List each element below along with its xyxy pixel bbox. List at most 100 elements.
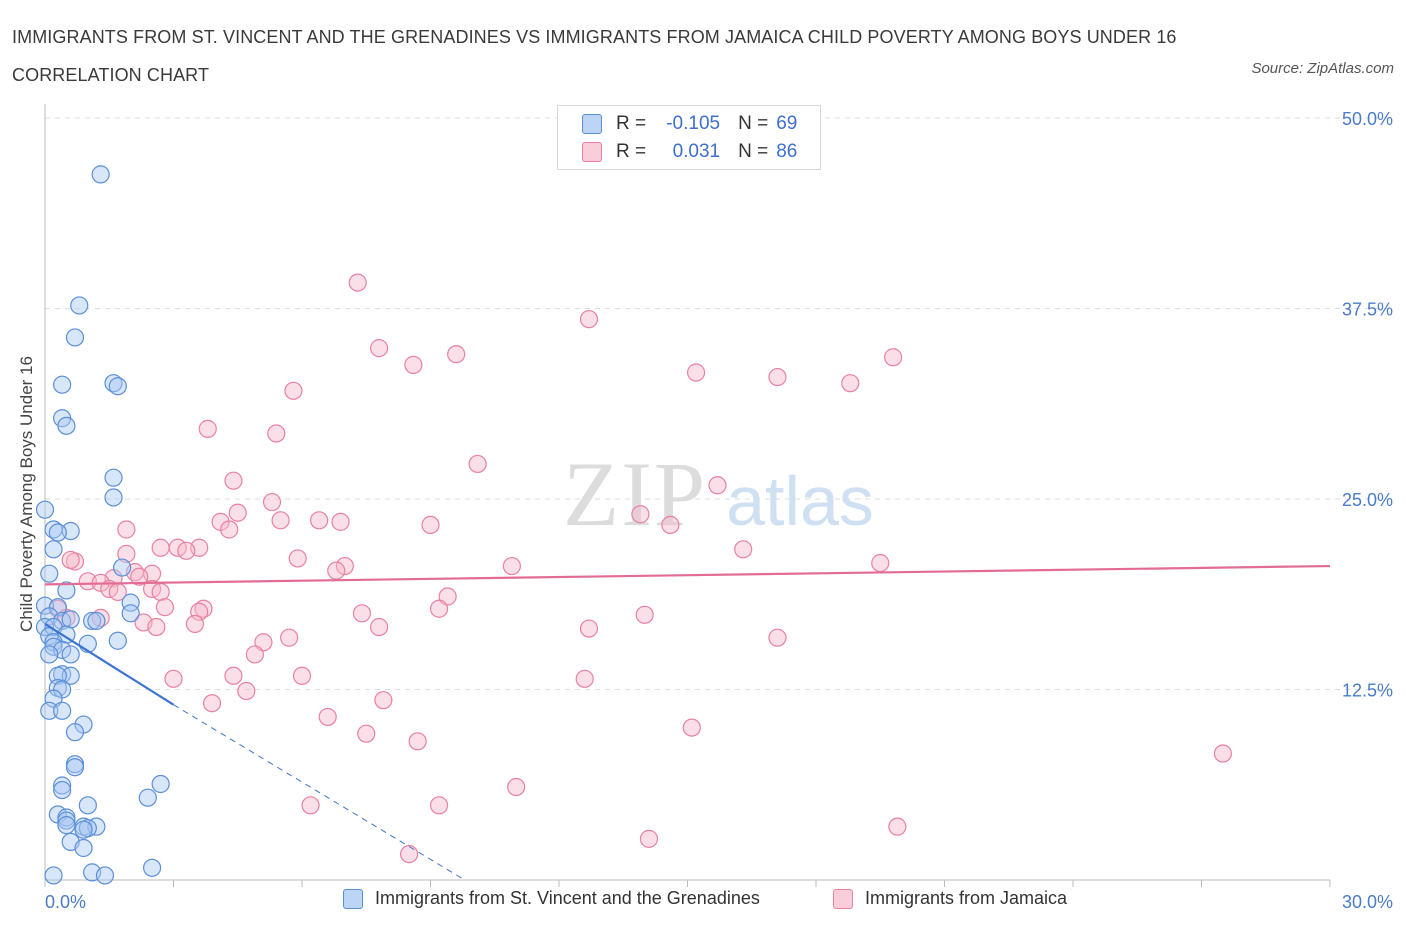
- data-point-jamaica: [734, 540, 753, 559]
- data-point-st-vincent: [95, 866, 115, 885]
- data-point-jamaica: [220, 520, 239, 539]
- data-point-jamaica: [61, 550, 80, 570]
- data-point-st-vincent: [91, 165, 110, 184]
- data-point-jamaica: [639, 829, 659, 848]
- data-point-jamaica: [271, 511, 290, 530]
- legend-swatch-pink: [833, 888, 853, 909]
- data-point-jamaica: [327, 561, 346, 580]
- data-point-jamaica: [370, 617, 389, 637]
- x-tick-label: 30.0%: [1342, 892, 1393, 912]
- data-point-st-vincent: [48, 523, 67, 542]
- legend-row-jamaica: R = 0.031 N = 86: [582, 139, 797, 165]
- legend-swatch-blue: [343, 888, 363, 909]
- data-point-jamaica: [768, 367, 787, 387]
- data-point-jamaica: [177, 541, 196, 560]
- data-point-jamaica: [280, 628, 299, 647]
- data-point-jamaica: [237, 681, 256, 701]
- data-point-jamaica: [429, 796, 449, 815]
- data-point-st-vincent: [40, 701, 59, 720]
- data-point-jamaica: [245, 645, 264, 664]
- data-point-jamaica: [164, 669, 183, 688]
- data-point-st-vincent: [108, 631, 127, 650]
- watermark-atlas: atlas: [726, 462, 874, 540]
- data-point-jamaica: [262, 492, 282, 512]
- data-point-jamaica: [228, 503, 247, 522]
- data-point-jamaica: [198, 419, 217, 438]
- data-point-jamaica: [635, 605, 654, 624]
- data-point-st-vincent: [104, 488, 123, 507]
- y-tick-label: 50.0%: [1342, 109, 1393, 129]
- data-point-st-vincent: [44, 540, 63, 559]
- data-point-jamaica: [331, 512, 350, 531]
- data-point-jamaica: [352, 604, 372, 623]
- data-point-jamaica: [631, 505, 650, 524]
- data-point-jamaica: [447, 345, 466, 364]
- legend-item-jamaica[interactable]: Immigrants from Jamaica: [833, 888, 1067, 909]
- data-point-jamaica: [575, 669, 594, 688]
- data-point-jamaica: [310, 511, 329, 530]
- data-point-jamaica: [117, 520, 136, 539]
- data-point-jamaica: [399, 844, 419, 864]
- data-point-st-vincent: [57, 816, 76, 835]
- source-label: Source: ZipAtlas.com: [1251, 60, 1394, 77]
- legend-n-label: N =: [738, 141, 769, 162]
- y-tick-label: 37.5%: [1342, 300, 1393, 320]
- series-st-vincent-points: [35, 165, 170, 885]
- data-point-st-vincent: [57, 581, 76, 600]
- trend-lines: [44, 564, 1331, 881]
- data-point-jamaica: [267, 424, 286, 443]
- data-point-jamaica: [579, 619, 599, 638]
- data-point-jamaica: [408, 732, 427, 751]
- data-point-jamaica: [151, 582, 170, 602]
- data-point-st-vincent: [57, 416, 76, 435]
- data-point-st-vincent: [53, 375, 72, 394]
- legend-r-value: 0.031: [672, 141, 721, 162]
- data-point-jamaica: [404, 355, 423, 374]
- data-point-st-vincent: [65, 328, 85, 347]
- legend-swatch-blue: [582, 114, 602, 134]
- data-point-st-vincent: [83, 611, 102, 631]
- data-point-st-vincent: [65, 723, 85, 742]
- tick-labels: 12.5% 25.0% 37.5% 50.0% 0.0% 30.0%: [45, 109, 1393, 912]
- data-point-jamaica: [682, 718, 701, 737]
- legend-swatch-pink: [582, 142, 602, 162]
- data-point-jamaica: [429, 599, 449, 618]
- data-point-jamaica: [335, 556, 354, 576]
- data-point-jamaica: [288, 549, 307, 568]
- data-point-jamaica: [292, 666, 312, 685]
- data-point-jamaica: [374, 691, 393, 710]
- series-jamaica-points: [48, 273, 1233, 864]
- legend-n-label: N =: [738, 113, 769, 134]
- y-tick-label: 25.0%: [1342, 490, 1393, 510]
- data-point-jamaica: [224, 471, 243, 490]
- data-point-st-vincent: [61, 610, 80, 629]
- data-point-jamaica: [579, 310, 599, 329]
- legend-n-value: 86: [776, 141, 798, 162]
- data-point-jamaica: [370, 339, 389, 358]
- data-point-jamaica: [421, 515, 440, 535]
- data-point-st-vincent: [35, 500, 55, 519]
- legend-row-st-vincent: R = -0.105 N = 69: [582, 111, 797, 137]
- data-point-jamaica: [185, 614, 205, 634]
- data-point-jamaica: [708, 476, 727, 495]
- series-legend: Immigrants from St. Vincent and the Gren…: [0, 888, 1406, 916]
- axes: [44, 104, 1331, 887]
- data-point-st-vincent: [53, 701, 72, 720]
- legend-label: Immigrants from St. Vincent and the Gren…: [375, 888, 760, 908]
- legend-r-value: -0.105: [666, 113, 721, 134]
- legend-item-st-vincent[interactable]: Immigrants from St. Vincent and the Gren…: [343, 888, 760, 909]
- x-tick-label: 0.0%: [45, 892, 86, 912]
- data-point-st-vincent: [151, 774, 170, 794]
- legend-n-value: 69: [776, 113, 798, 134]
- data-point-st-vincent: [142, 858, 162, 877]
- data-point-jamaica: [768, 628, 787, 647]
- data-point-st-vincent: [65, 758, 85, 777]
- data-point-st-vincent: [53, 776, 72, 795]
- data-point-st-vincent: [40, 564, 59, 583]
- legend-label: Immigrants from Jamaica: [865, 888, 1068, 908]
- correlation-legend: R = -0.105 N = 69 R = 0.031 N = 86: [557, 105, 821, 170]
- data-point-jamaica: [155, 598, 175, 617]
- data-point-jamaica: [301, 796, 320, 815]
- data-point-jamaica: [348, 273, 367, 292]
- data-point-st-vincent: [40, 645, 59, 664]
